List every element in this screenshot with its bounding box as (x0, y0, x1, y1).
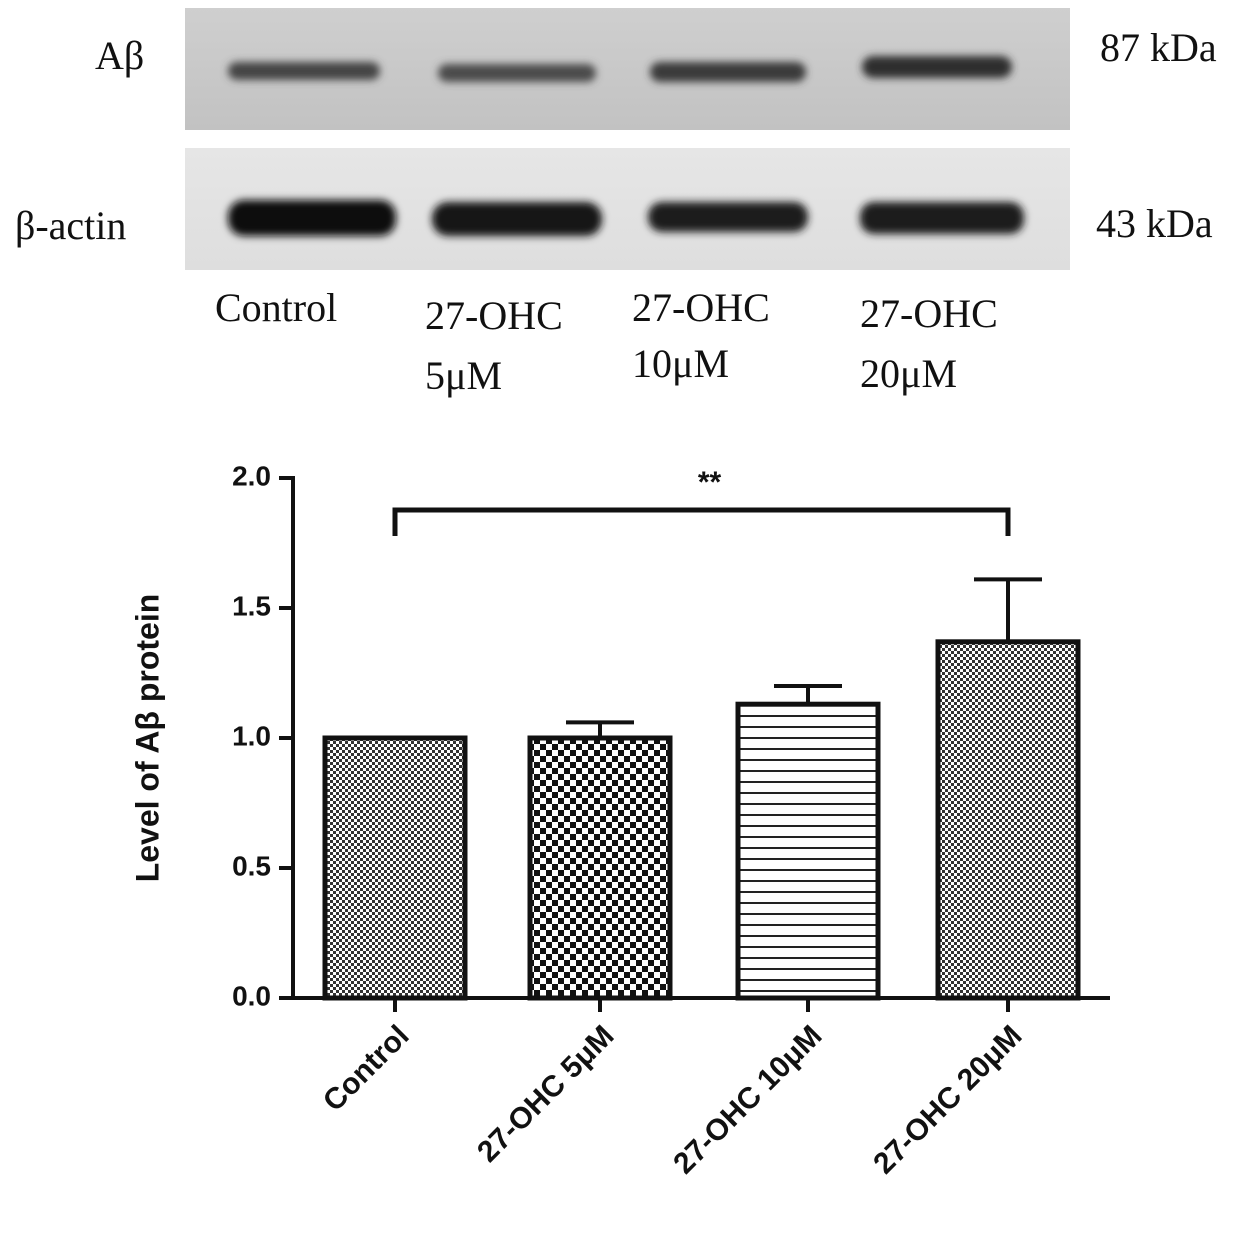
significance-bracket (392, 507, 1011, 536)
bar (322, 735, 468, 1001)
x-tick-label: Control (317, 1019, 416, 1118)
bar (527, 735, 673, 1001)
lane-label: Control (215, 285, 337, 330)
lane-label: 27-OHC (425, 293, 563, 338)
error-bar (774, 684, 842, 705)
y-tick-label: 0.5 (232, 850, 271, 881)
y-tick-label: 1.5 (232, 590, 271, 621)
bar (935, 639, 1081, 1001)
bands (228, 56, 1024, 236)
error-bar (974, 577, 1042, 642)
blot-row-label: Aβ (95, 33, 144, 78)
y-axis-label: Level of Aβ protein (129, 594, 165, 883)
error-bar (566, 720, 634, 738)
lane-label: 27-OHC (632, 285, 770, 330)
x-tick-label: 27-OHC 10μM (667, 1019, 828, 1180)
lane-label: 10μM (632, 341, 729, 386)
significance-label: ** (698, 466, 722, 499)
blot-size: 43 kDa (1096, 201, 1213, 246)
blot-size: 87 kDa (1100, 25, 1217, 70)
y-tick-label: 2.0 (232, 460, 271, 491)
western-blot: Aβ β-actin 87 kDa 43 kDa Control 27-OHC … (15, 8, 1217, 398)
blot-row-label: β-actin (15, 203, 126, 248)
y-tick-label: 1.0 (232, 720, 271, 751)
y-tick-label: 0.0 (232, 980, 271, 1011)
x-tick-label: 27-OHC 5μM (471, 1019, 620, 1168)
lane-label: 20μM (860, 351, 957, 396)
lane-label: 5μM (425, 353, 502, 398)
bar (735, 701, 881, 1001)
x-tick-label: 27-OHC 20μM (867, 1019, 1028, 1180)
lane-label: 27-OHC (860, 291, 998, 336)
